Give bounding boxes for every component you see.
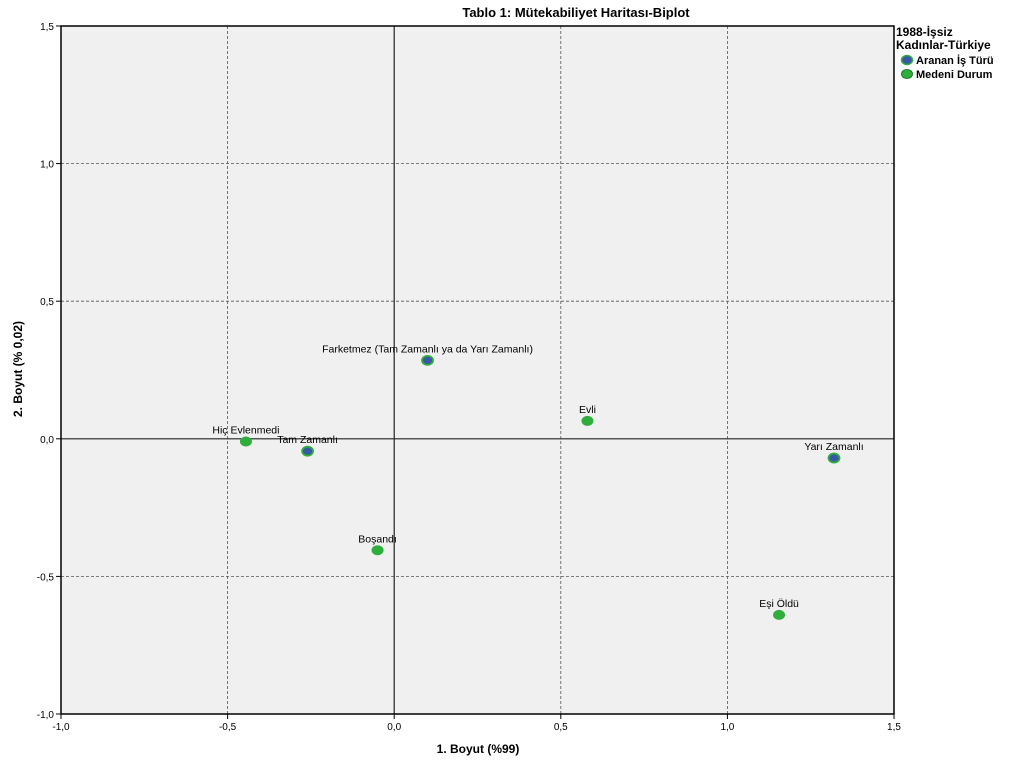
x-tick-label: 0,0 bbox=[387, 722, 401, 733]
chart-title: Tablo 1: Mütekabiliyet Haritası-Biplot bbox=[462, 5, 690, 20]
data-point bbox=[301, 445, 314, 457]
data-points: Farketmez (Tam Zamanlı ya da Yarı Zamanl… bbox=[212, 343, 864, 620]
legend-label-medeni-durum: Medeni Durum bbox=[916, 69, 993, 81]
x-axis-title: 1. Boyut (%99) bbox=[437, 742, 520, 756]
data-point-label: Tam Zamanlı bbox=[277, 434, 338, 446]
data-point-label: Farketmez (Tam Zamanlı ya da Yarı Zamanl… bbox=[322, 343, 533, 355]
legend-title-line2: Kadınlar-Türkiye bbox=[896, 38, 991, 52]
x-tick-label: 1,0 bbox=[720, 722, 734, 733]
x-tick-label: 1,5 bbox=[887, 722, 901, 733]
data-point-label: Hiç Evlenmedi bbox=[212, 425, 279, 437]
x-tick-label: -0,5 bbox=[219, 722, 237, 733]
data-point-label: Yarı Zamanlı bbox=[804, 441, 863, 453]
x-tick-label: 0,5 bbox=[554, 722, 568, 733]
legend-marker-medeni-durum bbox=[901, 69, 913, 79]
axis-ticks: -1,0 -0,5 0,0 0,5 1,0 1,5 -1,0 -0,5 0,0 0,5 1,0 1,5 bbox=[37, 22, 902, 733]
y-tick-label: -0,5 bbox=[37, 572, 55, 583]
data-point bbox=[239, 436, 252, 447]
data-point-label: Eşi Öldü bbox=[759, 598, 799, 610]
data-point-label: Evli bbox=[579, 404, 596, 416]
plot-area bbox=[61, 26, 894, 714]
legend-marker-aranan-is-turu bbox=[900, 54, 914, 66]
data-point bbox=[421, 354, 434, 366]
x-tick-label: -1,0 bbox=[52, 722, 70, 733]
y-tick-label: -1,0 bbox=[37, 710, 55, 721]
zero-reference-lines bbox=[61, 26, 894, 714]
y-tick-label: 0,0 bbox=[40, 435, 54, 446]
y-tick-label: 1,5 bbox=[40, 22, 54, 33]
y-tick-label: 1,0 bbox=[40, 160, 54, 171]
data-point-label: Boşandı bbox=[358, 533, 397, 545]
legend: 1988-İşsiz Kadınlar-Türkiye Aranan İş Tü… bbox=[896, 24, 994, 81]
legend-label-aranan-is-turu: Aranan İş Türü bbox=[916, 54, 994, 67]
data-point bbox=[581, 415, 594, 426]
y-tick-label: 0,5 bbox=[40, 297, 54, 308]
data-point bbox=[827, 452, 841, 464]
data-point bbox=[371, 545, 384, 556]
data-point bbox=[773, 609, 786, 620]
y-axis-title: 2. Boyut (% 0,02) bbox=[11, 321, 25, 417]
plot-border bbox=[60, 25, 895, 715]
legend-title-line1: 1988-İşsiz bbox=[896, 24, 953, 39]
